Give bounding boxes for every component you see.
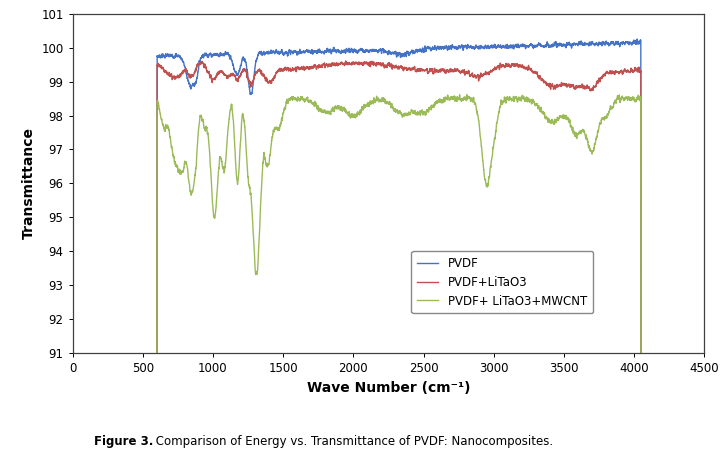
PVDF xyxy=(152,351,161,356)
PVDF xyxy=(383,49,391,54)
PVDF+LiTaO3 xyxy=(356,60,364,66)
PVDF xyxy=(597,42,606,48)
PVDF+ LiTaO3+MWCNT xyxy=(505,97,513,103)
Line: PVDF+ LiTaO3+MWCNT: PVDF+ LiTaO3+MWCNT xyxy=(157,95,641,353)
PVDF+ LiTaO3+MWCNT xyxy=(356,107,364,113)
PVDF+LiTaO3 xyxy=(152,351,161,356)
PVDF+ LiTaO3+MWCNT xyxy=(360,102,369,107)
PVDF+ LiTaO3+MWCNT xyxy=(462,92,471,97)
PVDF+LiTaO3 xyxy=(637,351,645,356)
Line: PVDF: PVDF xyxy=(157,39,641,353)
Text: Figure 3.: Figure 3. xyxy=(94,435,154,448)
X-axis label: Wave Number (cm⁻¹): Wave Number (cm⁻¹) xyxy=(306,381,470,395)
PVDF+ LiTaO3+MWCNT xyxy=(637,351,645,356)
Legend: PVDF, PVDF+LiTaO3, PVDF+ LiTaO3+MWCNT: PVDF, PVDF+LiTaO3, PVDF+ LiTaO3+MWCNT xyxy=(411,251,593,313)
PVDF xyxy=(621,39,630,45)
PVDF+LiTaO3 xyxy=(341,58,350,63)
Text: Comparison of Energy vs. Transmittance of PVDF: Nanocomposites.: Comparison of Energy vs. Transmittance o… xyxy=(152,435,554,448)
PVDF xyxy=(633,36,642,42)
Line: PVDF+LiTaO3: PVDF+LiTaO3 xyxy=(157,61,641,353)
PVDF xyxy=(360,48,369,54)
PVDF+ LiTaO3+MWCNT xyxy=(383,99,391,104)
PVDF+LiTaO3 xyxy=(360,59,369,65)
PVDF+ LiTaO3+MWCNT xyxy=(622,95,631,101)
PVDF xyxy=(637,351,645,356)
PVDF+ LiTaO3+MWCNT xyxy=(152,351,161,356)
PVDF+LiTaO3 xyxy=(505,63,513,68)
PVDF+ LiTaO3+MWCNT xyxy=(597,116,606,121)
PVDF xyxy=(356,47,364,53)
Y-axis label: Transmittance: Transmittance xyxy=(22,127,36,240)
PVDF+LiTaO3 xyxy=(383,65,391,70)
PVDF+LiTaO3 xyxy=(622,68,631,73)
PVDF xyxy=(505,44,513,49)
PVDF+LiTaO3 xyxy=(597,75,606,80)
